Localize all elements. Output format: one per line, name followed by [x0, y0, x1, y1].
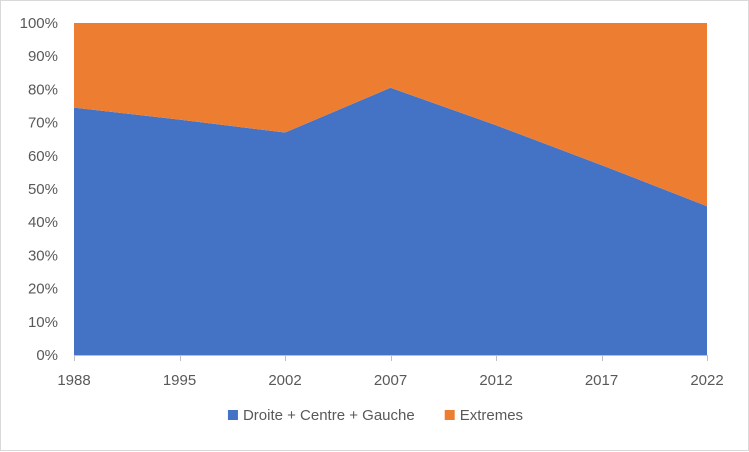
legend-label: Extremes — [460, 407, 523, 424]
legend-label: Droite + Centre + Gauche — [243, 407, 415, 424]
y-tick-label: 40% — [28, 214, 58, 231]
y-tick-label: 30% — [28, 247, 58, 264]
x-tick-label: 2007 — [374, 372, 407, 389]
y-tick-label: 10% — [28, 314, 58, 331]
y-tick-label: 100% — [20, 15, 58, 32]
legend-item-0: Droite + Centre + Gauche — [227, 407, 415, 424]
legend-item-1: Extremes — [444, 407, 523, 424]
y-tick-label: 70% — [28, 115, 58, 132]
y-tick-label: 20% — [28, 281, 58, 298]
x-tick-label: 2022 — [690, 372, 723, 389]
x-tick-label: 1988 — [57, 372, 90, 389]
area-series-1 — [74, 23, 707, 207]
y-tick-label: 0% — [36, 347, 58, 364]
legend-swatch — [227, 410, 238, 420]
x-tick-label: 2017 — [585, 372, 618, 389]
x-tick-label: 2002 — [268, 372, 301, 389]
legend-swatch — [444, 410, 455, 420]
x-tick-label: 1995 — [163, 372, 196, 389]
y-tick-label: 50% — [28, 181, 58, 198]
legend: Droite + Centre + Gauche Extremes — [227, 407, 523, 424]
y-tick-label: 60% — [28, 148, 58, 165]
plot-area — [74, 23, 707, 356]
axes: 1988 1995 2002 2007 2012 2017 2022 0% 10% 20% 30% 4… — [20, 15, 724, 389]
x-tick-label: 2012 — [479, 372, 512, 389]
y-tick-label: 80% — [28, 81, 58, 98]
area-series-0 — [74, 87, 707, 356]
y-tick-label: 90% — [28, 48, 58, 65]
